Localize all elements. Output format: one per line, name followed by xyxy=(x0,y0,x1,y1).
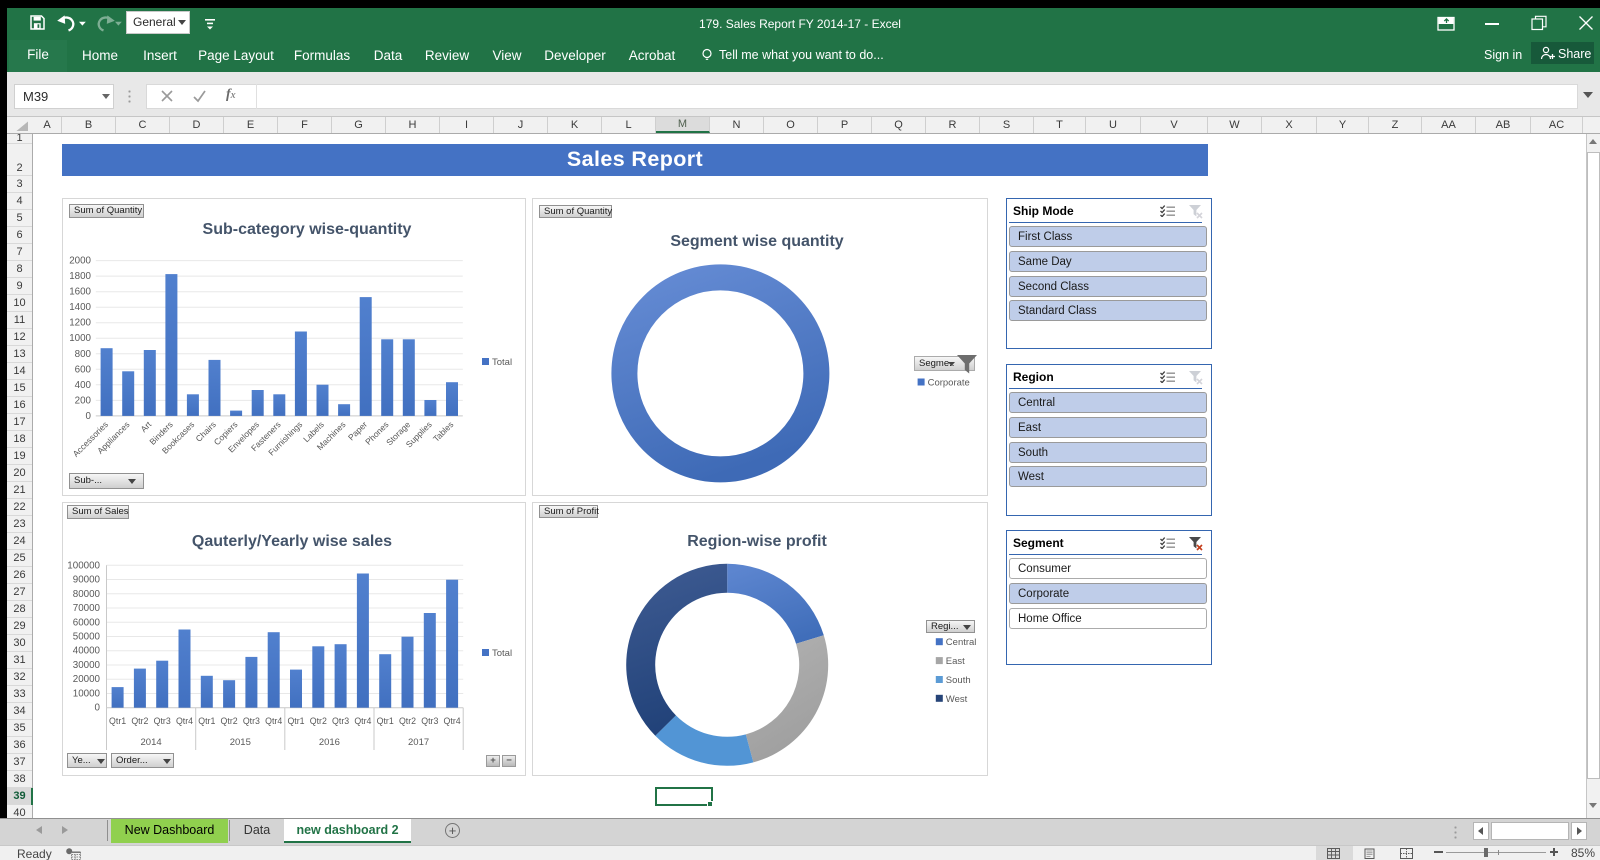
svg-text:Segment wise quantity: Segment wise quantity xyxy=(670,233,843,250)
svg-text:1600: 1600 xyxy=(69,287,91,298)
svg-text:2016: 2016 xyxy=(319,737,340,748)
svg-text:200: 200 xyxy=(75,395,92,406)
svg-text:20000: 20000 xyxy=(73,674,101,685)
svg-text:1200: 1200 xyxy=(69,318,91,329)
svg-text:Tables: Tables xyxy=(431,419,455,443)
svg-text:Region-wise profit: Region-wise profit xyxy=(687,533,827,550)
svg-text:100000: 100000 xyxy=(67,560,100,571)
svg-text:0: 0 xyxy=(95,703,101,714)
svg-text:Total: Total xyxy=(492,357,512,368)
svg-text:Qtr4: Qtr4 xyxy=(444,716,461,726)
svg-text:Qtr1: Qtr1 xyxy=(198,716,215,726)
svg-text:Qauterly/Yearly wise sales: Qauterly/Yearly wise sales xyxy=(192,533,392,550)
svg-text:800: 800 xyxy=(75,349,92,360)
svg-text:Qtr1: Qtr1 xyxy=(377,716,394,726)
svg-text:1400: 1400 xyxy=(69,302,91,313)
svg-text:Qtr3: Qtr3 xyxy=(332,716,349,726)
svg-text:Qtr4: Qtr4 xyxy=(176,716,193,726)
svg-text:40000: 40000 xyxy=(73,646,101,657)
svg-text:50000: 50000 xyxy=(73,632,101,643)
svg-text:Qtr3: Qtr3 xyxy=(154,716,171,726)
svg-text:Qtr4: Qtr4 xyxy=(354,716,371,726)
svg-text:Qtr2: Qtr2 xyxy=(310,716,327,726)
svg-text:1000: 1000 xyxy=(69,333,91,344)
svg-text:0: 0 xyxy=(86,411,92,422)
svg-text:Qtr4: Qtr4 xyxy=(265,716,282,726)
svg-text:Qtr1: Qtr1 xyxy=(109,716,126,726)
svg-text:2000: 2000 xyxy=(69,256,91,267)
svg-text:Qtr2: Qtr2 xyxy=(221,716,238,726)
svg-text:10000: 10000 xyxy=(73,689,101,700)
svg-text:Central: Central xyxy=(946,637,977,648)
svg-text:East: East xyxy=(946,656,965,667)
svg-text:2015: 2015 xyxy=(230,737,251,748)
svg-text:400: 400 xyxy=(75,380,92,391)
svg-text:2017: 2017 xyxy=(408,737,429,748)
svg-text:Qtr2: Qtr2 xyxy=(399,716,416,726)
svg-text:Qtr1: Qtr1 xyxy=(287,716,304,726)
svg-text:Total: Total xyxy=(492,648,512,659)
svg-text:80000: 80000 xyxy=(73,589,101,600)
svg-text:Qtr2: Qtr2 xyxy=(131,716,148,726)
svg-text:60000: 60000 xyxy=(73,617,101,628)
svg-text:West: West xyxy=(946,694,968,705)
svg-text:Art: Art xyxy=(138,419,153,434)
svg-text:2014: 2014 xyxy=(141,737,162,748)
svg-text:Corporate: Corporate xyxy=(928,378,970,389)
svg-text:70000: 70000 xyxy=(73,603,101,614)
svg-text:30000: 30000 xyxy=(73,660,101,671)
svg-text:Sub-category wise-quantity: Sub-category wise-quantity xyxy=(203,221,412,238)
svg-text:Qtr3: Qtr3 xyxy=(243,716,260,726)
svg-text:South: South xyxy=(946,675,971,686)
svg-text:600: 600 xyxy=(75,364,92,375)
svg-text:Qtr3: Qtr3 xyxy=(421,716,438,726)
svg-text:90000: 90000 xyxy=(73,575,101,586)
svg-text:1800: 1800 xyxy=(69,271,91,282)
